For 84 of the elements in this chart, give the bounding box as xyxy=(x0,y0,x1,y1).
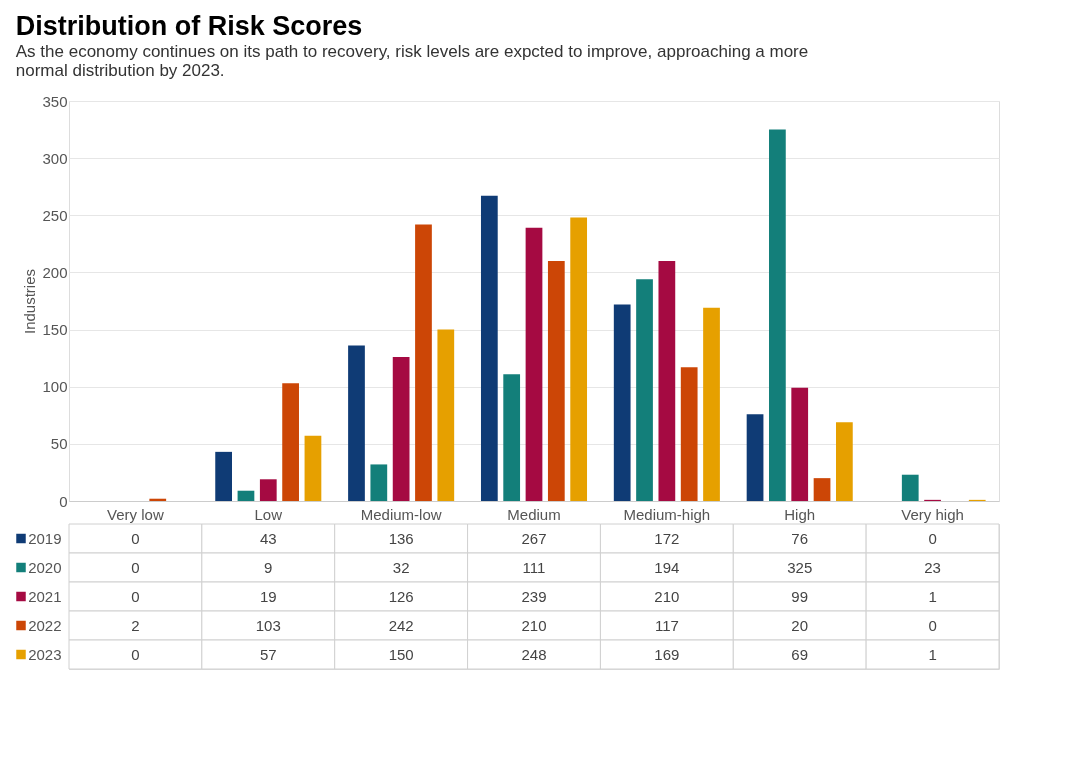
data-label: 2 xyxy=(131,616,140,634)
y-tick-label: 150 xyxy=(42,321,68,339)
y-tick-label: 350 xyxy=(42,92,68,110)
bar xyxy=(237,490,255,501)
legend-label: 2020 xyxy=(28,558,62,576)
data-label: 267 xyxy=(521,529,547,547)
data-label: 210 xyxy=(654,587,680,605)
y-tick-label: 200 xyxy=(42,263,68,281)
bar xyxy=(304,435,322,501)
data-label: 0 xyxy=(131,645,140,663)
bar xyxy=(636,279,653,501)
data-label: 0 xyxy=(928,616,937,634)
data-label: 111 xyxy=(522,558,546,576)
data-label: 325 xyxy=(787,558,813,576)
data-label: 210 xyxy=(521,616,547,634)
data-label: 9 xyxy=(264,558,273,576)
data-label: 0 xyxy=(131,529,140,547)
data-label: 239 xyxy=(521,587,547,605)
y-tick-label: 300 xyxy=(42,149,68,167)
data-label: 103 xyxy=(255,616,281,634)
y-tick-label: 250 xyxy=(42,206,68,224)
data-label: 136 xyxy=(388,529,414,547)
bar xyxy=(680,367,698,501)
data-label: 0 xyxy=(131,558,140,576)
data-label: 69 xyxy=(791,645,809,663)
data-label: 20 xyxy=(791,616,809,634)
x-tick-label: Medium xyxy=(507,505,561,523)
legend-label: 2021 xyxy=(28,587,62,605)
y-tick-label: 50 xyxy=(50,435,68,453)
bar xyxy=(437,329,455,501)
bar xyxy=(791,387,809,501)
data-label: 19 xyxy=(259,587,277,605)
data-label: 1 xyxy=(928,587,937,605)
bar xyxy=(415,224,432,501)
x-tick-label: Medium-high xyxy=(623,505,711,523)
data-label: 126 xyxy=(388,587,414,605)
bar xyxy=(658,261,676,501)
chart-title: Distribution of Risk Scores xyxy=(15,10,363,41)
x-tick-label: Low xyxy=(254,505,283,523)
data-label: 76 xyxy=(791,529,809,547)
data-label: 117 xyxy=(654,616,679,634)
x-tick-label: Very low xyxy=(107,505,164,523)
y-tick-label: 0 xyxy=(59,492,68,510)
data-label: 0 xyxy=(928,529,937,547)
legend-label: 2019 xyxy=(28,529,62,547)
bar xyxy=(215,451,232,501)
bar xyxy=(547,261,565,501)
legend-label: 2023 xyxy=(28,645,62,663)
bar xyxy=(769,129,786,501)
bar xyxy=(392,357,410,501)
data-label: 1 xyxy=(928,645,937,663)
legend-label: 2022 xyxy=(28,616,62,634)
data-label: 99 xyxy=(791,587,809,605)
data-label: 242 xyxy=(388,616,414,634)
bar xyxy=(348,345,365,501)
chart-subtitle: As the economy continues on its path to recovery, risk levels are expcted to improve, approaching a more normal distribution by 2023. xyxy=(15,41,809,80)
bar xyxy=(370,464,388,501)
bar xyxy=(480,195,498,501)
bar xyxy=(503,374,521,501)
bar xyxy=(836,422,853,501)
x-tick-label: Medium-low xyxy=(360,505,442,523)
bar xyxy=(259,479,277,501)
bar xyxy=(703,307,720,501)
data-label: 248 xyxy=(521,645,547,663)
data-label: 23 xyxy=(924,558,941,576)
data-label: 57 xyxy=(259,645,277,663)
bar xyxy=(613,304,631,501)
data-label: 169 xyxy=(654,645,680,663)
x-tick-label: High xyxy=(784,505,816,523)
data-label: 194 xyxy=(654,558,680,576)
data-label: 0 xyxy=(131,587,140,605)
bar xyxy=(282,383,299,501)
data-label: 32 xyxy=(392,558,410,576)
y-axis-title: Industries xyxy=(21,268,39,335)
data-label: 43 xyxy=(259,529,277,547)
bar xyxy=(901,474,919,501)
data-label: 172 xyxy=(654,529,680,547)
bar xyxy=(813,478,831,501)
bar xyxy=(570,217,588,501)
data-label: 150 xyxy=(388,645,414,663)
bar xyxy=(746,414,764,501)
bar xyxy=(525,227,543,501)
x-tick-label: Very high xyxy=(901,505,964,523)
y-tick-label: 100 xyxy=(42,378,68,396)
